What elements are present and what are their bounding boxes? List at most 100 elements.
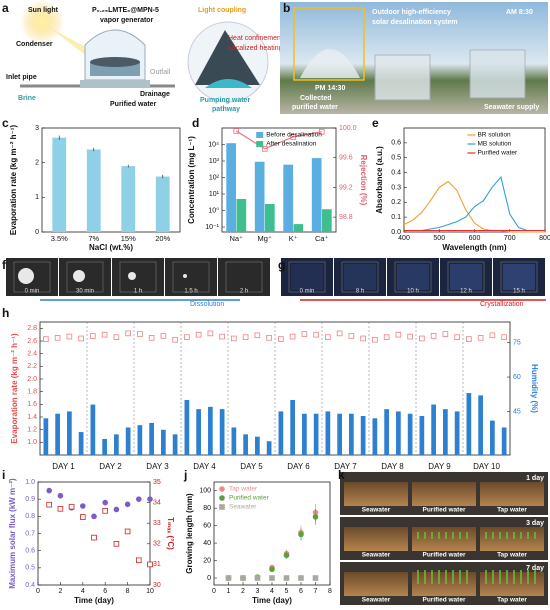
photo [218,258,270,296]
tray-label: Seawater [362,552,391,559]
label: purified water [292,104,338,111]
label: Collected [300,95,332,102]
bar [266,441,272,455]
point [254,332,261,339]
legend-label: Before desalination [266,132,322,139]
legend-label: BR solution [477,132,511,139]
tray-label: Tap water [497,507,527,514]
x-tick-label: 600 [469,235,481,242]
bar [155,176,170,232]
x-tick-label: 4 [270,588,274,595]
bar [236,198,247,232]
legend-label: MB solution [477,141,511,148]
tray [480,527,544,551]
y2-tick-label: 100.0 [339,125,357,132]
bar [278,411,284,455]
bar [290,399,295,455]
photo-label: 1 h [134,289,142,295]
point [137,331,143,337]
label: Outfall [150,69,171,76]
bar [431,404,436,455]
x-tick-label: 400 [398,235,410,242]
panel-label: j [183,468,187,482]
bar [102,438,107,455]
point [383,334,390,340]
photo-label: 10 h [407,289,419,295]
sample [500,261,538,293]
panel-label: k [338,468,345,482]
day-label: 3 day [526,520,544,527]
x-axis-label: NaCl (wt.%) [89,243,133,252]
point [54,335,61,341]
label: Inlet pipe [6,74,37,81]
bar [219,409,225,455]
y2-tick-label: 60 [513,374,521,381]
x-tick-label: 6 [299,588,303,595]
point [372,336,378,343]
y2-axis-label: Rejection (%) [359,155,368,206]
bar [231,427,237,455]
y-tick-label: 10¹ [209,191,220,198]
salt [128,272,136,280]
x-tick-label: 1 [227,588,231,595]
y2-axis-label: Humidity (%) [530,364,539,413]
y-tick-label: 0.4 [391,169,401,176]
y-tick-label: 1.2 [27,427,37,434]
point [113,541,120,547]
point [172,336,178,343]
label: Condenser [16,41,53,48]
y-tick-label: 0.8 [25,513,35,520]
x-tick-label: Ca⁺ [315,234,329,243]
bar [114,434,119,455]
x-tick-label: DAY 2 [99,462,122,471]
label: Localized heating [228,45,283,52]
panel-label: a [2,1,9,15]
point [283,552,290,559]
x-tick-label: 700 [504,235,516,242]
bar [196,409,201,455]
point [91,513,97,520]
point [360,335,366,342]
tray [344,482,408,506]
x-tick-label: 800 [539,235,550,242]
y2-tick-label: 34 [153,499,161,506]
bar [501,427,507,455]
bar [254,161,265,232]
photo-label: 8 h [356,289,364,295]
x-tick-label: 7% [88,234,99,243]
tray-label: Tap water [497,552,527,559]
y2-tick-label: 33 [153,520,161,527]
sample [341,261,379,293]
point [231,335,237,342]
y-tick-label: 1.8 [27,389,37,396]
point [148,335,155,341]
legend-swatch [219,486,225,492]
point [207,330,214,337]
bar [161,429,166,455]
y2-tick-label: 32 [153,541,161,548]
point [269,566,275,573]
bar [302,413,307,455]
bar [349,413,354,455]
point [336,330,343,337]
point [66,333,73,340]
point [135,557,142,564]
bar [443,409,448,455]
photo [334,258,386,296]
bar [396,411,401,455]
label: vapor generator [100,17,154,24]
bar [121,166,136,232]
y2-tick-label: 98.8 [339,214,353,221]
y2-tick-label: 45 [513,408,521,415]
point [266,335,272,341]
y-tick-label: 1.4 [27,414,37,421]
point [466,336,472,342]
plot-frame [41,127,181,233]
point [125,330,131,337]
point [298,531,304,538]
label: Drainage [140,91,170,98]
bar [466,393,472,455]
y2-tick-label: 35 [153,479,161,486]
